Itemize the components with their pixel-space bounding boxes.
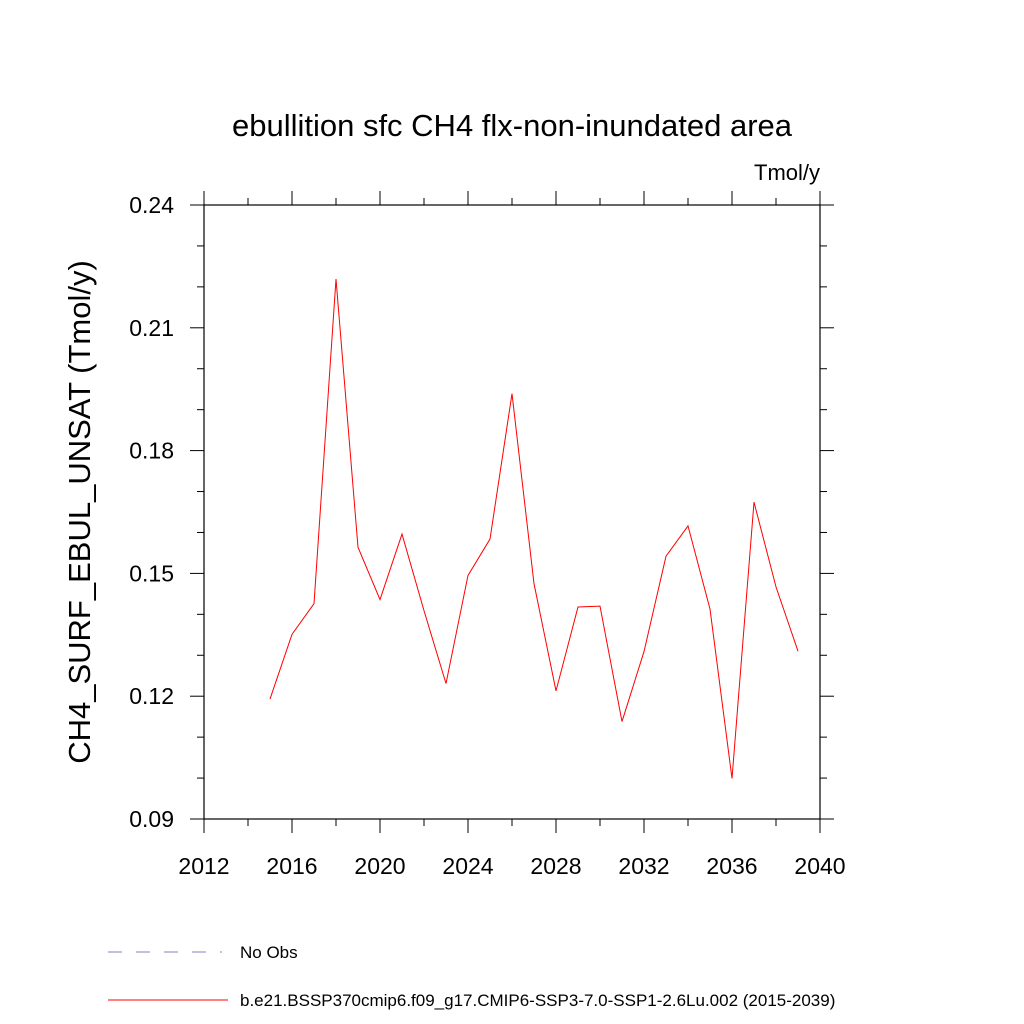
series-layer [269,279,799,779]
x-tick-label: 2040 [794,853,845,879]
units-label: Tmol/y [754,160,820,185]
x-tick-label: 2012 [178,853,229,879]
x-tick-label: 2036 [706,853,757,879]
y-tick-label: 0.09 [129,806,174,832]
x-tick-label: 2028 [530,853,581,879]
x-tick-label: 2020 [354,853,405,879]
y-tick-label: 0.24 [129,192,174,218]
axis-tick-labels: 2012 2016 2020 2024 2028 2032 2036 2040 0.09 0.12… [129,192,845,879]
legend-label-model-run: b.e21.BSSP370cmip6.f09_g17.CMIP6-SSP3-7.… [240,991,835,1010]
x-tick-label: 2032 [618,853,669,879]
plot-frame [203,204,821,820]
x-tick-label: 2024 [442,853,493,879]
axis-ticks [190,191,834,833]
y-tick-label: 0.18 [129,438,174,464]
legend: No Obs b.e21.BSSP370cmip6.f09_g17.CMIP6-… [108,943,835,1010]
x-tick-label: 2016 [266,853,317,879]
legend-label-no-obs: No Obs [240,943,298,962]
y-tick-label: 0.12 [129,683,174,709]
y-tick-label: 0.21 [129,315,174,341]
y-tick-label: 0.15 [129,560,174,586]
series-line-0 [269,279,799,779]
y-axis-label: CH4_SURF_EBUL_UNSAT (Tmol/y) [62,260,97,764]
chart-title: ebullition sfc CH4 flx-non-inundated are… [232,108,793,143]
